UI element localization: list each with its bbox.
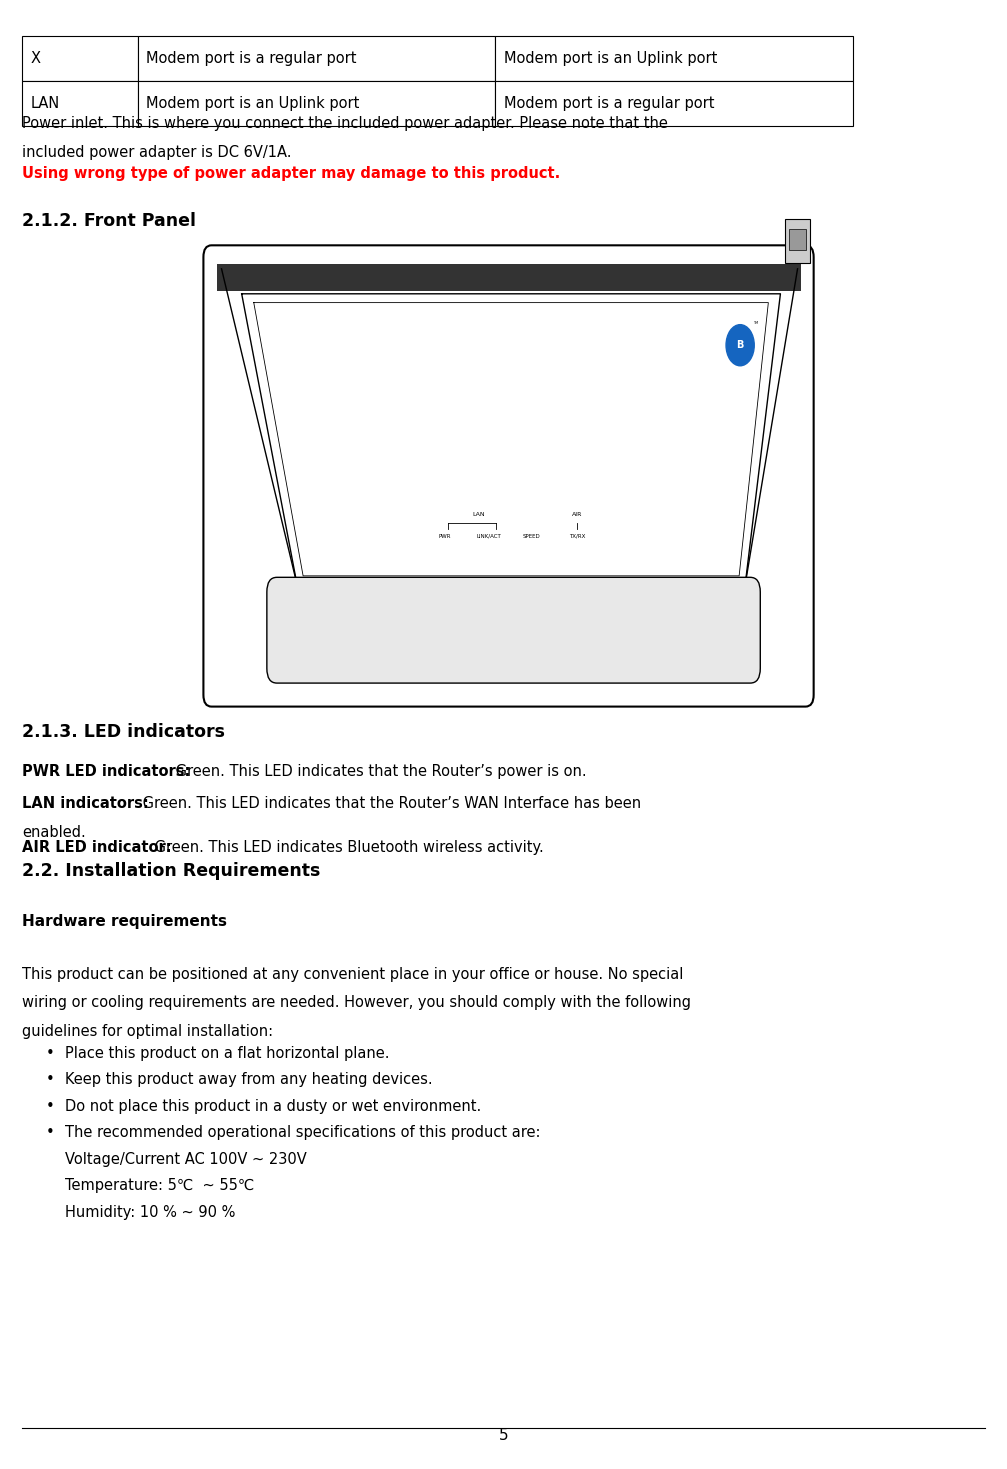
Text: LAN indicators:: LAN indicators:	[22, 796, 149, 811]
Text: B: B	[736, 341, 744, 350]
Bar	[22, 35, 138, 81]
Text: Modem port is an Uplink port: Modem port is an Uplink port	[146, 95, 359, 110]
Text: enabled.: enabled.	[22, 826, 86, 840]
Text: Modem port is an Uplink port: Modem port is an Uplink port	[504, 51, 717, 66]
Text: Power inlet. This is where you connect the included power adapter. Please note t: Power inlet. This is where you connect t…	[22, 116, 668, 131]
Text: 5: 5	[498, 1428, 509, 1443]
Bar	[789, 229, 806, 250]
FancyBboxPatch shape	[267, 577, 760, 683]
Text: AIR: AIR	[572, 511, 582, 517]
Text: LAN: LAN	[30, 95, 59, 110]
Text: guidelines for optimal installation:: guidelines for optimal installation:	[22, 1024, 273, 1039]
Text: Temperature: 5℃  ~ 55℃: Temperature: 5℃ ~ 55℃	[65, 1178, 255, 1193]
Text: •: •	[45, 1072, 54, 1087]
Bar	[138, 35, 495, 81]
Bar	[22, 81, 138, 125]
Bar	[785, 219, 811, 263]
Text: •: •	[45, 1046, 54, 1061]
Text: Hardware requirements: Hardware requirements	[22, 914, 228, 928]
Text: Keep this product away from any heating devices.: Keep this product away from any heating …	[65, 1072, 433, 1087]
FancyBboxPatch shape	[203, 245, 814, 707]
Text: PWR: PWR	[439, 533, 451, 539]
Text: •: •	[45, 1099, 54, 1114]
Text: Using wrong type of power adapter may damage to this product.: Using wrong type of power adapter may da…	[22, 166, 561, 181]
Bar	[138, 81, 495, 125]
Text: 2.1.2. Front Panel: 2.1.2. Front Panel	[22, 212, 196, 229]
Text: LINK/ACT: LINK/ACT	[476, 533, 500, 539]
Text: TX/RX: TX/RX	[569, 533, 585, 539]
Text: Humidity: 10 % ~ 90 %: Humidity: 10 % ~ 90 %	[65, 1205, 236, 1219]
Text: 2.1.3. LED indicators: 2.1.3. LED indicators	[22, 723, 226, 740]
Text: The recommended operational specifications of this product are:: The recommended operational specificatio…	[65, 1125, 541, 1140]
Text: wiring or cooling requirements are needed. However, you should comply with the f: wiring or cooling requirements are neede…	[22, 996, 691, 1011]
Text: Do not place this product in a dusty or wet environment.: Do not place this product in a dusty or …	[65, 1099, 481, 1114]
Text: Green. This LED indicates Bluetooth wireless activity.: Green. This LED indicates Bluetooth wire…	[150, 840, 544, 855]
Text: X: X	[30, 51, 40, 66]
Text: 2.2. Installation Requirements: 2.2. Installation Requirements	[22, 862, 320, 880]
Text: Green. This LED indicates that the Router’s power is on.: Green. This LED indicates that the Route…	[171, 764, 587, 779]
Bar	[217, 264, 801, 291]
Bar	[495, 81, 853, 125]
Text: Voltage/Current AC 100V ~ 230V: Voltage/Current AC 100V ~ 230V	[65, 1152, 307, 1166]
Text: Modem port is a regular port: Modem port is a regular port	[146, 51, 356, 66]
Text: LAN: LAN	[472, 511, 484, 517]
Text: AIR LED indicator:: AIR LED indicator:	[22, 840, 172, 855]
Text: Place this product on a flat horizontal plane.: Place this product on a flat horizontal …	[65, 1046, 390, 1061]
Text: •: •	[45, 1125, 54, 1140]
Bar	[495, 35, 853, 81]
Text: This product can be positioned at any convenient place in your office or house. : This product can be positioned at any co…	[22, 967, 684, 981]
Text: Modem port is a regular port: Modem port is a regular port	[504, 95, 714, 110]
Text: PWR LED indicators:: PWR LED indicators:	[22, 764, 190, 779]
Text: included power adapter is DC 6V/1A.: included power adapter is DC 6V/1A.	[22, 144, 292, 160]
Circle shape	[726, 325, 754, 366]
Text: TM: TM	[752, 322, 758, 325]
Text: SPEED: SPEED	[523, 533, 541, 539]
Text: Green. This LED indicates that the Router’s WAN Interface has been: Green. This LED indicates that the Route…	[138, 796, 641, 811]
